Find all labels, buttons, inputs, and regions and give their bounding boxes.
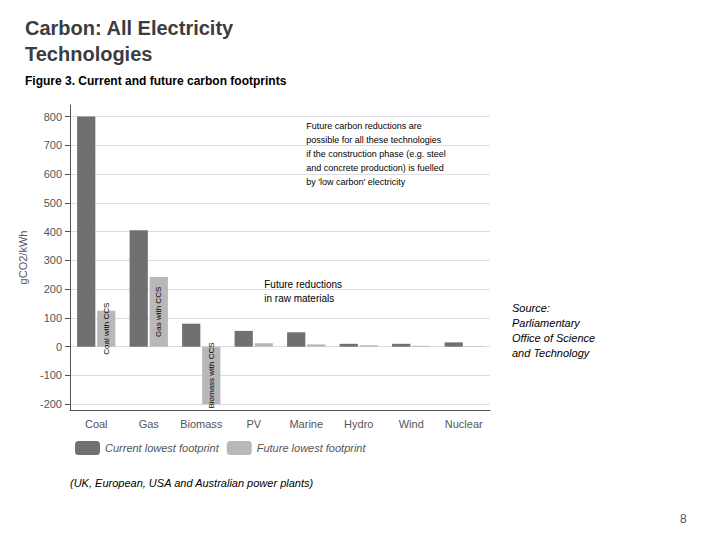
svg-text:gCO2/kWh: gCO2/kWh (17, 231, 29, 285)
svg-text:Carbon: All Electricity: Carbon: All Electricity (25, 17, 234, 39)
svg-text:Coal: Coal (85, 418, 108, 430)
svg-text:Parliamentary: Parliamentary (512, 317, 581, 329)
svg-text:Hydro: Hydro (344, 418, 373, 430)
svg-text:PV: PV (246, 418, 261, 430)
svg-text:Nuclear: Nuclear (445, 418, 483, 430)
svg-text:500: 500 (44, 197, 62, 209)
svg-text:Coal with CCS: Coal with CCS (102, 303, 111, 355)
svg-text:Technologies: Technologies (25, 43, 152, 65)
svg-text:Future lowest footprint: Future lowest footprint (257, 442, 367, 454)
svg-text:if the construction phase (e.g: if the construction phase (e.g. steel (306, 149, 446, 159)
svg-text:Future reductions: Future reductions (264, 279, 342, 290)
svg-text:Marine: Marine (289, 418, 323, 430)
svg-text:possible for all these technol: possible for all these technologies (306, 135, 442, 145)
svg-text:and concrete production) is fu: and concrete production) is fuelled (306, 163, 444, 173)
svg-text:Figure 3. Current and future c: Figure 3. Current and future carbon foot… (25, 74, 287, 88)
svg-text:100: 100 (44, 312, 62, 324)
svg-text:400: 400 (44, 226, 62, 238)
svg-text:-200: -200 (40, 398, 62, 410)
svg-text:0: 0 (56, 341, 62, 353)
svg-text:by 'low carbon' electricity: by 'low carbon' electricity (306, 177, 405, 187)
svg-text:Office of Science: Office of Science (512, 332, 595, 344)
svg-text:Gas: Gas (139, 418, 160, 430)
svg-text:800: 800 (44, 111, 62, 123)
svg-text:Biomass: Biomass (180, 418, 223, 430)
svg-text:and Technology: and Technology (512, 347, 591, 359)
svg-text:Wind: Wind (399, 418, 424, 430)
svg-text:Current lowest footprint: Current lowest footprint (105, 442, 220, 454)
svg-text:in raw materials: in raw materials (264, 293, 334, 304)
svg-text:Biomass with CCS: Biomass with CCS (207, 342, 216, 408)
svg-text:200: 200 (44, 283, 62, 295)
svg-text:Source:: Source: (512, 302, 550, 314)
svg-text:8: 8 (680, 512, 687, 526)
svg-text:Gas with CCS: Gas with CCS (154, 287, 163, 337)
svg-text:Future carbon reductions are: Future carbon reductions are (306, 121, 422, 131)
svg-text:(UK, European, USA and Austral: (UK, European, USA and Australian power … (70, 477, 313, 489)
svg-text:300: 300 (44, 254, 62, 266)
svg-text:-100: -100 (40, 369, 62, 381)
svg-text:700: 700 (44, 139, 62, 151)
svg-text:600: 600 (44, 168, 62, 180)
